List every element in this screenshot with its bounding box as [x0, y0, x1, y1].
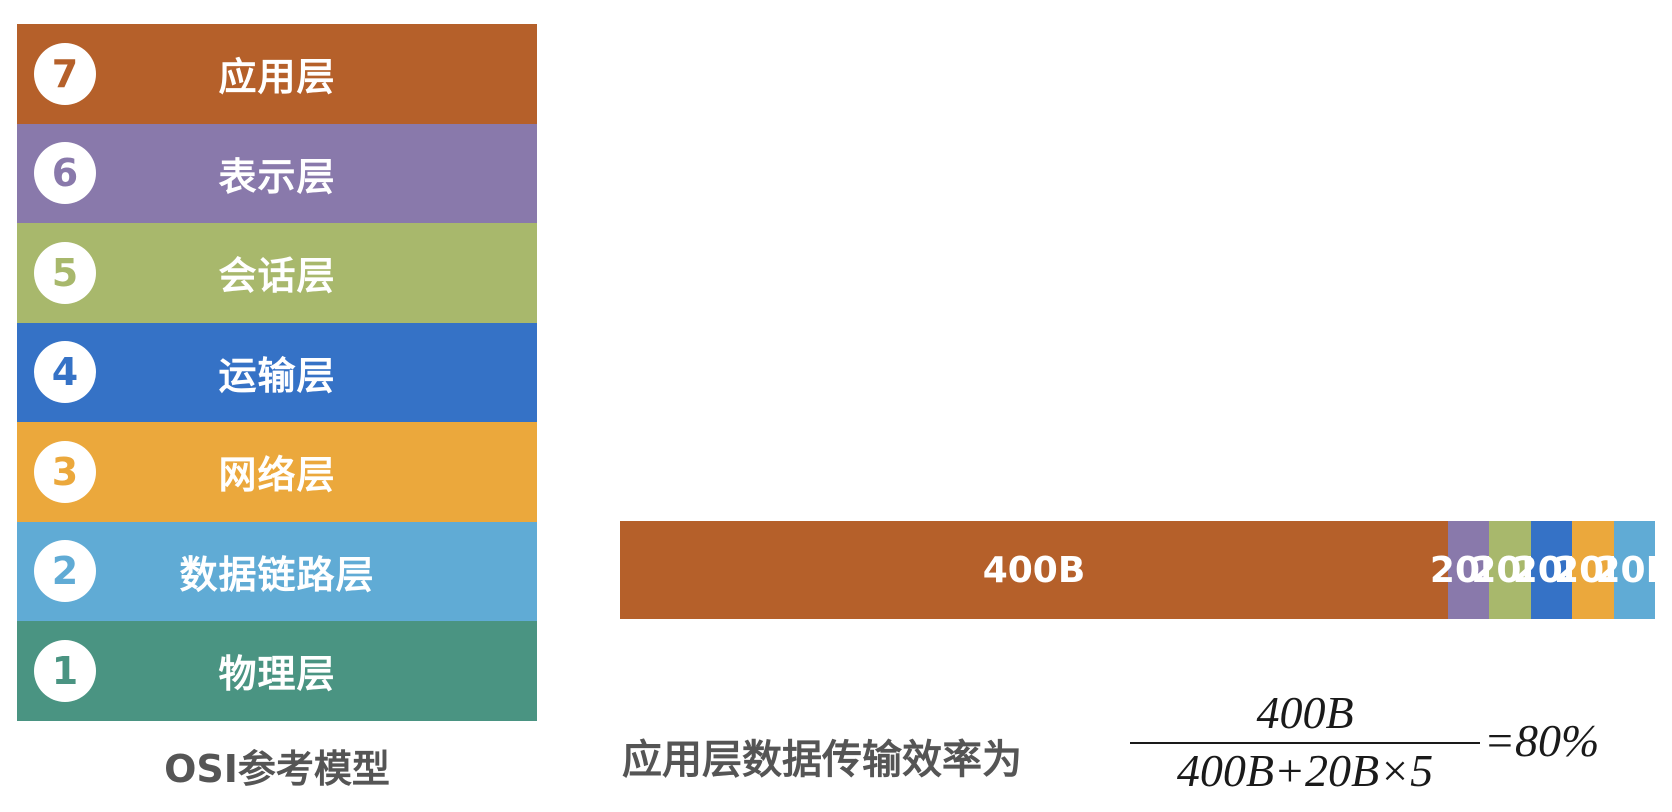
osi-model-stack: 7 应用层 6 表示层 5 会话层 4 运输层 3 网络层 2 数据链路层 1 … — [17, 24, 537, 721]
layer-1-physical: 1 物理层 — [17, 621, 537, 721]
layer-4-transport: 4 运输层 — [17, 322, 537, 422]
layer-number-badge: 4 — [34, 341, 96, 404]
layer-name: 网络层 — [218, 453, 336, 498]
fraction-denominator: 400B+20B×5 — [1176, 745, 1434, 796]
layer-5-session: 5 会话层 — [17, 223, 537, 323]
layer-name: 应用层 — [218, 55, 336, 100]
layer-6-presentation: 6 表示层 — [17, 123, 537, 223]
layer-number-badge: 1 — [34, 639, 96, 702]
layer-name: 运输层 — [218, 353, 336, 398]
packet-segment-header: 20B — [1595, 521, 1672, 619]
layer-number-badge: 5 — [34, 241, 96, 304]
fraction-numerator: 400B — [1256, 687, 1354, 738]
layer-name: 表示层 — [218, 154, 336, 199]
efficiency-label: 应用层数据传输效率为 — [622, 737, 1022, 783]
fraction-bar — [1130, 742, 1480, 744]
layer-number-badge: 6 — [34, 142, 96, 205]
layer-2-data-link: 2 数据链路层 — [17, 521, 537, 621]
layer-name: 物理层 — [218, 652, 336, 697]
layer-number-badge: 3 — [34, 440, 96, 503]
layer-3-network: 3 网络层 — [17, 422, 537, 522]
layer-name: 数据链路层 — [179, 552, 375, 597]
layer-name: 会话层 — [218, 254, 336, 299]
efficiency-result: =80% — [1484, 715, 1600, 766]
packet-segment-application-data: 400B — [620, 521, 1448, 619]
layer-number-badge: 2 — [34, 540, 96, 603]
layer-7-application: 7 应用层 — [17, 24, 537, 124]
packet-bar: 400B 20B 20B 20B 20B 20B — [620, 521, 1672, 619]
layer-number-badge: 7 — [34, 42, 96, 105]
osi-model-caption: OSI参考模型 — [164, 747, 390, 791]
